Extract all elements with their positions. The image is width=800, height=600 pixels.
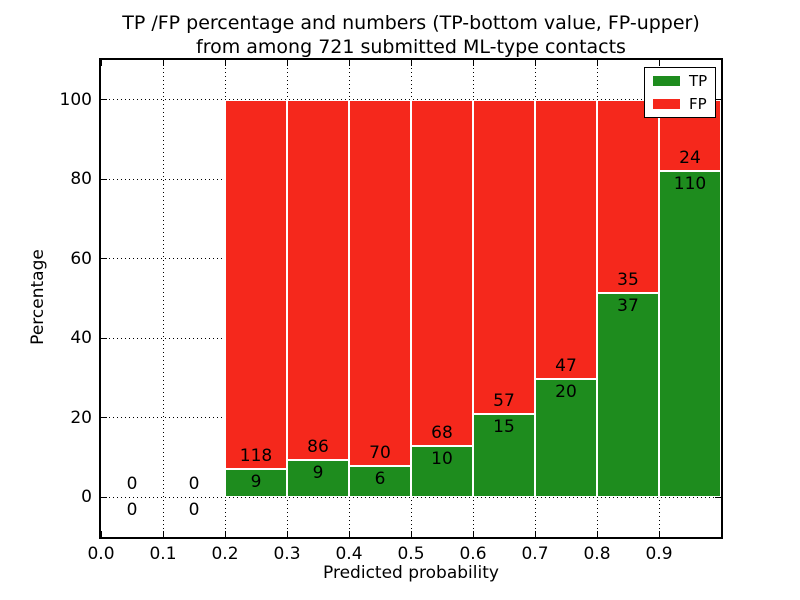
plot-area: TP FP 0 20 40 60 80 100 0.0 0.1 0.2 0.3 0.4 0.5 0.6 0…: [60, 58, 723, 564]
x-tick-bottom: [162, 531, 164, 537]
y-tick-left: [101, 99, 107, 101]
fp-bar-segment: [473, 99, 535, 415]
y-tick-left: [101, 496, 107, 498]
y-tick-right: [715, 496, 721, 498]
y-tick-label: 100: [59, 89, 92, 110]
y-axis-label: Percentage: [28, 249, 48, 345]
tp-count-label: 9: [250, 472, 262, 493]
tp-count-label: 37: [617, 295, 639, 316]
x-tick-bottom: [410, 531, 412, 537]
x-tick-bottom: [100, 531, 102, 537]
x-tick-top: [286, 60, 288, 66]
tp-legend-swatch: [653, 76, 680, 86]
y-tick-label: 60: [70, 248, 92, 269]
tp-count-label: 20: [555, 381, 577, 402]
tp-bar-segment: [597, 292, 659, 498]
fp-count-label: 57: [493, 391, 515, 412]
x-gridline: [162, 60, 164, 537]
tp-count-label: 6: [374, 468, 386, 489]
x-tick-label: 0.9: [645, 544, 673, 564]
y-tick-label: 0: [81, 487, 92, 508]
chart-title: TP /FP percentage and numbers (TP-bottom…: [99, 11, 723, 59]
chart-title-line1: TP /FP percentage and numbers (TP-bottom…: [122, 12, 700, 34]
tp-count-label: 110: [673, 173, 707, 194]
y-tick-left: [101, 337, 107, 339]
x-tick-top: [100, 60, 102, 66]
fp-legend-swatch: [653, 99, 680, 109]
fp-count-label: 70: [369, 442, 391, 463]
x-tick-label: 0.2: [211, 544, 239, 564]
y-tick-label: 40: [70, 328, 92, 349]
x-tick-top: [534, 60, 536, 66]
x-tick-label: 0.3: [273, 544, 301, 564]
fp-bar-segment: [411, 99, 473, 447]
x-tick-label: 0.1: [149, 544, 177, 564]
fp-bar-segment: [597, 99, 659, 293]
x-tick-label: 0.8: [583, 544, 611, 564]
x-tick-top: [596, 60, 598, 66]
tp-count-label: 15: [493, 417, 515, 438]
x-tick-label: 0.5: [397, 544, 425, 564]
tp-count-label: 0: [188, 500, 200, 521]
x-tick-bottom: [348, 531, 350, 537]
x-tick-top: [658, 60, 660, 66]
fp-count-label: 118: [239, 446, 273, 467]
x-tick-label: 0.0: [87, 544, 115, 564]
legend-item-fp: FP: [653, 96, 707, 112]
x-tick-top: [348, 60, 350, 66]
y-tick-right: [715, 99, 721, 101]
x-tick-top: [410, 60, 412, 66]
tp-bar-segment: [411, 446, 473, 498]
fp-count-label: 35: [617, 269, 639, 290]
fp-count-label: 86: [307, 436, 329, 457]
y-tick-left: [101, 258, 107, 260]
x-tick-bottom: [658, 531, 660, 537]
x-tick-bottom: [472, 531, 474, 537]
x-tick-bottom: [286, 531, 288, 537]
x-tick-top: [472, 60, 474, 66]
legend-label-fp: FP: [689, 95, 707, 113]
tp-count-label: 9: [312, 462, 324, 483]
tp-bar-segment: [535, 378, 597, 498]
tp-bar-segment: [473, 414, 535, 498]
chart-title-line2: from among 721 submitted ML-type contact…: [196, 36, 626, 58]
x-tick-top: [162, 60, 164, 66]
tp-bar-segment: [349, 465, 411, 498]
x-tick-bottom: [534, 531, 536, 537]
y-tick-label: 80: [70, 169, 92, 190]
fp-bar-segment: [287, 99, 349, 460]
legend: TP FP: [644, 67, 717, 118]
fp-bar-segment: [225, 99, 287, 470]
fp-count-label: 68: [431, 423, 453, 444]
x-tick-top: [224, 60, 226, 66]
y-tick-left: [101, 178, 107, 180]
fp-count-label: 47: [555, 355, 577, 376]
y-tick-left: [101, 417, 107, 419]
x-tick-bottom: [224, 531, 226, 537]
legend-label-tp: TP: [689, 72, 708, 90]
fp-count-label: 0: [188, 474, 200, 495]
fp-bar-segment: [349, 99, 411, 466]
x-axis-label: Predicted probability: [323, 563, 499, 583]
x-tick-label: 0.6: [459, 544, 487, 564]
tp-bar-segment: [287, 459, 349, 498]
legend-item-tp: TP: [653, 73, 707, 89]
tp-count-label: 10: [431, 449, 453, 470]
x-tick-label: 0.7: [521, 544, 549, 564]
y-tick-label: 20: [70, 407, 92, 428]
tp-count-label: 0: [126, 500, 138, 521]
x-tick-bottom: [596, 531, 598, 537]
tp-bar-segment: [225, 469, 287, 498]
fp-count-label: 0: [126, 474, 138, 495]
fp-count-label: 24: [679, 147, 701, 168]
x-tick-label: 0.4: [335, 544, 363, 564]
tp-bar-segment: [659, 170, 721, 498]
fp-bar-segment: [535, 99, 597, 379]
